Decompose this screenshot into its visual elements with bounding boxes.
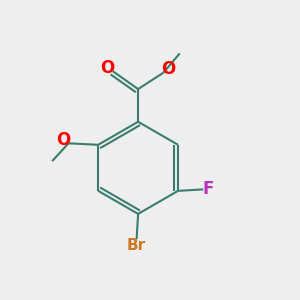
Text: O: O: [56, 131, 70, 149]
Text: Br: Br: [127, 238, 146, 253]
Text: O: O: [100, 59, 115, 77]
Text: O: O: [162, 60, 176, 78]
Text: F: F: [203, 180, 214, 198]
